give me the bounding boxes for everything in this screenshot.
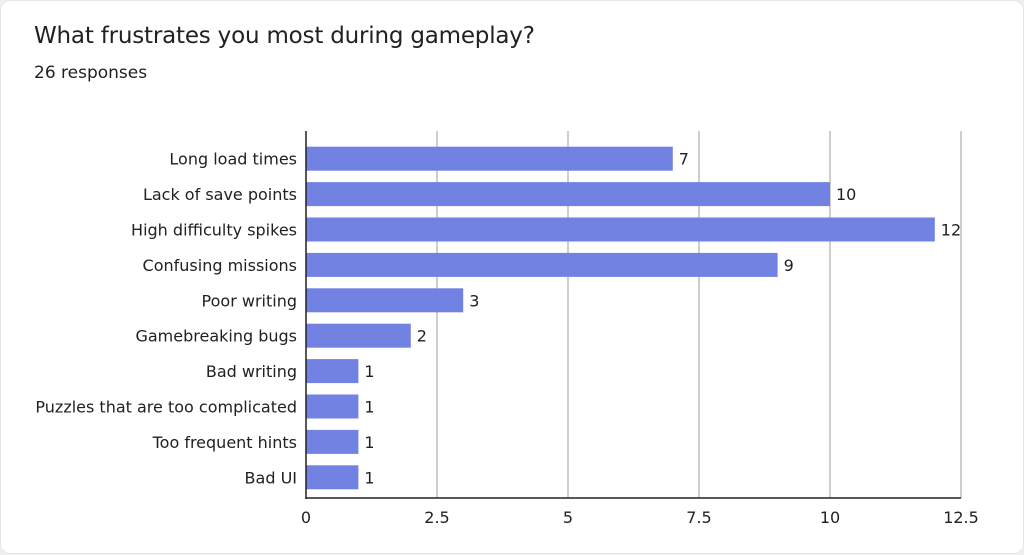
category-label: Bad writing <box>206 362 297 381</box>
data-label: 1 <box>364 468 374 487</box>
x-tick-label: 0 <box>301 508 311 527</box>
bar <box>306 182 830 207</box>
category-label: Poor writing <box>202 291 297 310</box>
x-tick-label: 5 <box>563 508 573 527</box>
category-label: Gamebreaking bugs <box>135 327 297 346</box>
bar <box>306 288 464 313</box>
bar <box>306 217 935 242</box>
bar <box>306 252 778 277</box>
data-label: 3 <box>469 291 479 310</box>
data-label: 1 <box>364 398 374 417</box>
category-label: High difficulty spikes <box>131 221 297 240</box>
data-label: 10 <box>836 185 856 204</box>
x-tick-label: 7.5 <box>686 508 711 527</box>
bar <box>306 429 359 454</box>
bar <box>306 359 359 384</box>
chart-title: What frustrates you most during gameplay… <box>34 23 535 49</box>
data-label: 12 <box>941 221 961 240</box>
category-label: Lack of save points <box>143 185 297 204</box>
bar <box>306 465 359 490</box>
data-label: 9 <box>784 256 794 275</box>
category-label: Confusing missions <box>143 256 297 275</box>
category-label: Puzzles that are too complicated <box>35 398 297 417</box>
bar <box>306 394 359 419</box>
response-count: 26 responses <box>34 63 148 83</box>
bar <box>306 323 411 348</box>
data-label: 2 <box>417 327 427 346</box>
category-label: Long load times <box>169 150 297 169</box>
x-tick-label: 12.5 <box>943 508 979 527</box>
data-label: 7 <box>679 150 689 169</box>
category-label: Too frequent hints <box>152 433 297 452</box>
data-label: 1 <box>364 362 374 381</box>
bar <box>306 146 673 171</box>
x-tick-label: 2.5 <box>424 508 449 527</box>
category-label: Bad UI <box>245 468 297 487</box>
data-label: 1 <box>364 433 374 452</box>
x-tick-label: 10 <box>820 508 840 527</box>
